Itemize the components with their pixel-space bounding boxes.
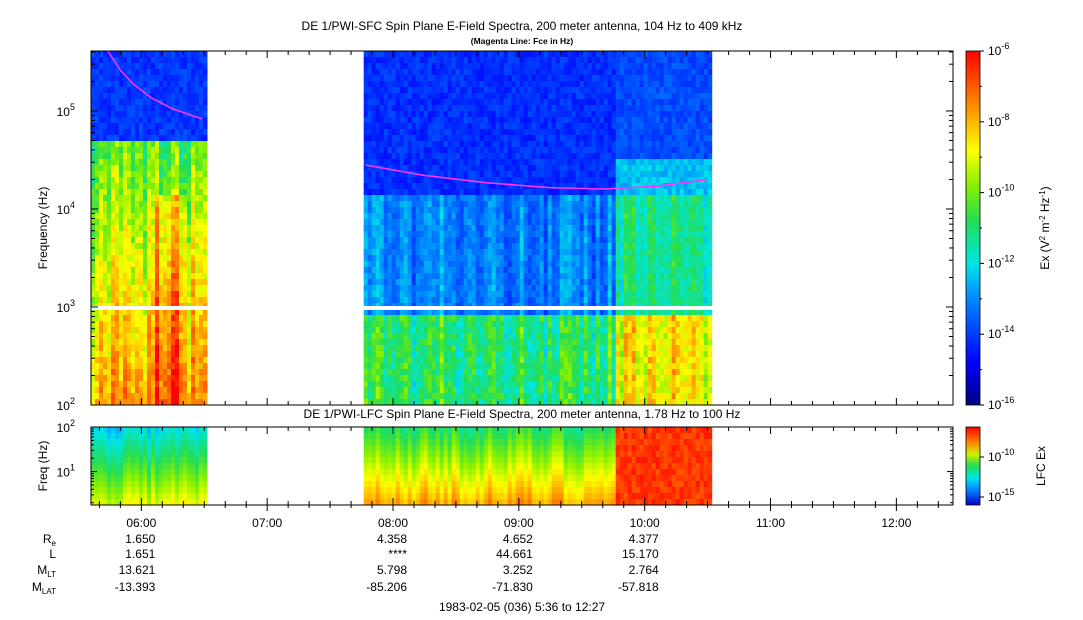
sfc-title: DE 1/PWI-SFC Spin Plane E-Field Spectra,… xyxy=(302,19,743,33)
time-tick-label: 09:00 xyxy=(504,516,534,530)
lfc-title: DE 1/PWI-LFC Spin Plane E-Field Spectra,… xyxy=(304,407,741,421)
sfc-y-tick-label: 103 xyxy=(57,298,75,315)
sfc-colorbar-ticks: 10-6 10-8 10-10 10-12 10-14 10-16 xyxy=(980,41,1014,412)
lfc-colorbar xyxy=(965,426,981,506)
lfc-y-axis: 101 102 xyxy=(57,418,953,504)
time-tick-label: 08:00 xyxy=(378,516,408,530)
ephemeris-value: -85.206 xyxy=(366,580,407,594)
sfc-y-tick-label: 104 xyxy=(57,200,75,217)
fce-line-segment-2 xyxy=(365,164,708,190)
lfc-colorbar-tick-label: 10-10 xyxy=(988,447,1014,464)
sfc-colorbar-tick-label: 10-14 xyxy=(988,324,1014,341)
sfc-plot-frame xyxy=(90,50,954,406)
lfc-y-tick-label: 101 xyxy=(57,463,75,480)
fce-line xyxy=(107,50,708,190)
sfc-y-axis: 102 103 104 105 xyxy=(57,51,953,413)
lfc-y-tick-label: 102 xyxy=(57,418,75,435)
sfc-colorbar-tick-label: 10-12 xyxy=(988,253,1014,270)
lfc-spectrogram xyxy=(91,427,713,506)
time-tick-label: 12:00 xyxy=(881,516,911,530)
ephemeris-value: -57.818 xyxy=(618,580,659,594)
ephemeris-value: 4.652 xyxy=(503,532,533,546)
sfc-colorbar xyxy=(965,50,981,406)
sfc-colorbar-tick-label: 10-16 xyxy=(988,395,1014,412)
ephemeris-value: 2.764 xyxy=(629,563,659,577)
sfc-colorbar-tick-label: 10-8 xyxy=(988,112,1009,129)
ephemeris-row-label: L xyxy=(49,547,56,561)
ephemeris-value: **** xyxy=(388,547,407,561)
sfc-y-label: Frequency (Hz) xyxy=(36,187,50,270)
sfc-subtitle: (Magenta Line: Fce in Hz) xyxy=(471,36,574,46)
ephemeris-value: 5.798 xyxy=(377,563,407,577)
ephemeris-row-label: MLAT xyxy=(32,580,56,596)
fce-line-segment-1 xyxy=(107,50,203,120)
ephemeris-value: -71.830 xyxy=(492,580,533,594)
time-tick-label: 07:00 xyxy=(252,516,282,530)
footer-date-range: 1983-02-05 (036) 5:36 to 12:27 xyxy=(439,600,605,614)
sfc-y-tick-label: 102 xyxy=(57,396,75,413)
ephemeris-value: 44.661 xyxy=(496,547,533,561)
sfc-colorbar-label: Ex (V2 m-2 Hz-1) xyxy=(1038,186,1053,269)
time-tick-label: 11:00 xyxy=(756,516,785,530)
lfc-plot-frame xyxy=(90,426,954,506)
ephemeris-row-label: MLT xyxy=(37,563,56,579)
ephemeris-table: Re 1.650 4.358 4.652 4.377 L 1.651 **** 44.661 15… xyxy=(32,532,659,596)
lfc-colorbar-label: LFC Ex xyxy=(1034,446,1048,486)
ephemeris-value: 13.621 xyxy=(119,563,156,577)
sfc-colorbar-tick-label: 10-6 xyxy=(988,41,1009,58)
time-tick-label: 10:00 xyxy=(630,516,660,530)
ephemeris-value: 3.252 xyxy=(503,563,533,577)
ephemeris-value: 1.650 xyxy=(125,532,155,546)
time-axis: 06:00 07:00 08:00 09:00 10:00 11:00 12:00 xyxy=(98,51,939,530)
ephemeris-value: 1.651 xyxy=(125,547,155,561)
ephemeris-value: -13.393 xyxy=(115,580,156,594)
time-tick-label: 06:00 xyxy=(126,516,156,530)
sfc-colorbar-tick-label: 10-10 xyxy=(988,183,1014,200)
lfc-y-label: Freq (Hz) xyxy=(36,441,50,492)
ephemeris-value: 4.377 xyxy=(629,532,659,546)
sfc-y-tick-label: 105 xyxy=(57,102,75,119)
sfc-spectrogram xyxy=(91,51,953,406)
ephemeris-value: 15.170 xyxy=(622,547,659,561)
lfc-colorbar-tick-label: 10-15 xyxy=(988,487,1014,504)
ephemeris-value: 4.358 xyxy=(377,532,407,546)
lfc-colorbar-ticks: 10-10 10-15 xyxy=(980,447,1014,504)
ephemeris-row-label: Re xyxy=(43,532,57,548)
